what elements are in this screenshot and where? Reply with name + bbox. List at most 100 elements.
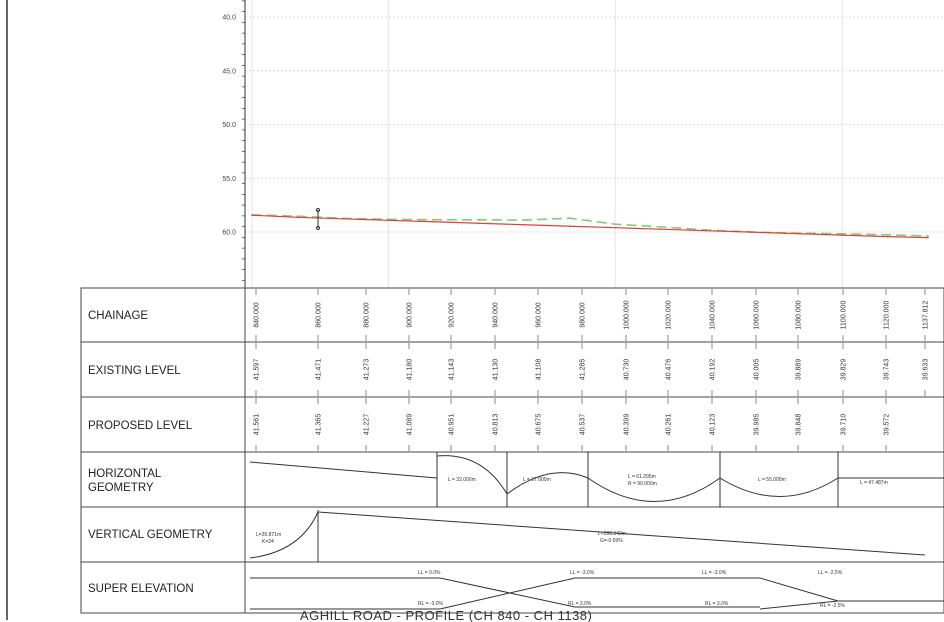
row-label-vertical-geometry: VERTICAL GEOMETRY [88,529,213,541]
drawing-title: AGHILL ROAD - PROFILE (CH 840 - CH 1138) [300,608,593,622]
chainage-value: 1040.000 [710,300,717,329]
profile-table [80,287,944,614]
se-label-8: RL = -2.5% [820,603,846,609]
vertical-geometry-diagram [249,510,926,562]
proposed-point [251,214,253,217]
se-label-4: LL = -2.5% [818,570,843,576]
chainage-value: 860.000 [316,302,323,327]
chainage-value: 960.000 [536,302,543,327]
hgeo-label-6: L = 47.487m [860,480,888,486]
chainage-value: 1080.000 [796,300,803,329]
hgeo-label-2: L = 37.000m [523,477,551,483]
plot-grid [245,0,944,288]
hgeo-label-1: L = 32.000m [448,477,476,483]
proposed-level-value: 40.123 [710,414,717,436]
existing-level-value: 39.889 [796,359,803,381]
proposed-point [432,220,435,223]
chainage-value: 1137.812 [923,301,930,330]
proposed-level-value: 39.985 [754,414,761,436]
se-label-5: RL = -3.0% [418,601,444,607]
proposed-level-value: 41.089 [407,414,414,436]
row-label-chainage: CHAINAGE [88,310,148,322]
chainage-value: 980.000 [580,302,587,327]
chainage-value: 1100.000 [841,301,848,330]
proposed-level-value: 41.561 [254,414,261,436]
chainage-value: 1000.000 [624,300,631,329]
proposed-point [705,229,707,232]
proposed-level-value: 39.710 [841,414,848,436]
chainage-value: 1020.000 [666,300,673,329]
existing-point [568,217,571,219]
proposed-point [795,232,798,235]
vgeo-label-2: K=24 [262,539,274,545]
y-tick-label: 55.0 [222,176,236,183]
vgeo-label-4: G=-0.69% [600,538,623,544]
proposed-level-value: 39.848 [796,414,803,436]
existing-level-value: 39.743 [884,359,891,381]
proposed-level-value: 40.537 [580,414,587,436]
y-tick-label: 60.0 [222,230,236,237]
proposed-point [568,225,571,228]
proposed-level-value: 41.227 [364,414,371,436]
proposed-point [296,216,299,219]
proposed-level-value: 39.572 [884,414,891,436]
proposed-level-value: 40.399 [624,414,631,436]
chainage-value: 900.000 [407,302,414,327]
existing-level-value: 41.273 [364,359,371,381]
y-tick-labels: 60.0 55.0 50.0 45.0 40.0 [222,15,236,237]
horizontal-geometry-diagram [249,452,944,507]
existing-level-series [251,214,929,237]
y-tick-label: 40.0 [222,15,236,22]
row-label-super-elevation: SUPER ELEVATION [88,583,194,595]
existing-point [478,219,480,221]
y-tick-label: 45.0 [222,68,236,75]
existing-point [659,226,662,228]
row-label-horizontal-geometry-2: GEOMETRY [88,482,154,494]
hgeo-label-5: L = 55.000m [758,477,786,483]
existing-point [296,215,299,217]
chainage-value: 880.000 [364,302,371,327]
proposed-point [886,235,889,238]
proposed-level-value: 40.951 [449,414,456,436]
existing-level-value: 40.005 [754,359,761,381]
proposed-level-series [251,214,929,239]
proposed-point [614,226,616,229]
proposed-point [523,223,526,226]
existing-level-value: 41.471 [316,359,323,381]
proposed-point [927,236,929,239]
vgeo-label-1: L=35.871m [256,532,281,538]
existing-level-value: 41.143 [449,359,456,381]
chainage-value: 920.000 [449,302,456,327]
row-label-proposed-level: PROPOSED LEVEL [88,420,193,432]
proposed-level-value: 40.675 [536,414,543,436]
super-elevation-diagram [250,577,944,610]
se-label-2: LL = -3.0% [570,570,595,576]
existing-point [841,233,843,235]
proposed-level-value: 40.813 [493,414,500,436]
proposed-point [478,222,480,225]
existing-point [614,223,616,225]
chainage-value: 840.000 [254,302,261,327]
proposed-point [841,234,843,236]
y-tick-label: 50.0 [222,122,236,129]
existing-level-values: 41.597 41.471 41.273 41.180 41.143 41.130 41.1… [254,343,930,396]
chainage-value: 940.000 [493,302,500,327]
existing-level-value: 41.130 [493,359,500,381]
se-label-6: RL = 3.0% [568,601,592,607]
se-label-3: LL = -3.0% [702,570,727,576]
se-label-1: LL = 0.0% [418,570,441,576]
hgeo-label-3: L = 61.295m [628,474,656,480]
y-axis [242,0,246,288]
chainage-values: 840.000 860.000 880.000 900.000 920.000 940.0… [254,289,930,341]
existing-point [523,219,526,221]
existing-level-value: 41.180 [407,359,414,381]
proposed-level-value: 40.261 [666,414,673,436]
existing-level-value: 40.476 [666,359,673,381]
row-label-existing-level: EXISTING LEVEL [88,365,181,377]
existing-level-value: 41.597 [254,359,261,381]
existing-level-value: 41.108 [536,359,543,381]
chainage-value: 1060.000 [754,300,761,329]
hgeo-label-4: R = 90.000m [628,481,657,487]
proposed-level-value: 41.365 [316,414,323,436]
